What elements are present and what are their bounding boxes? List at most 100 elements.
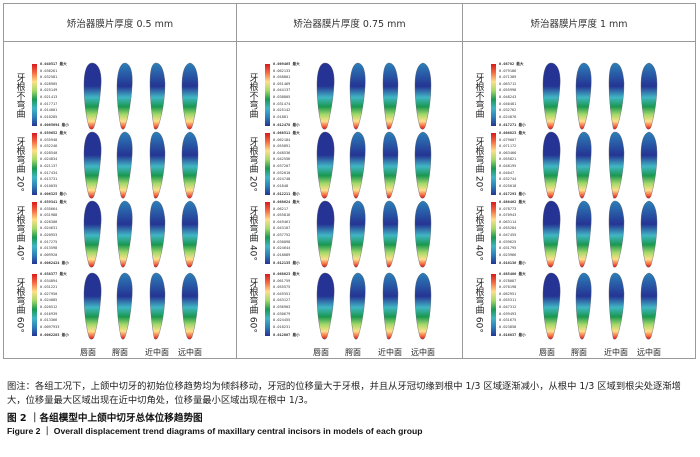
tooth-contour-map bbox=[347, 130, 369, 206]
tooth-icon bbox=[181, 200, 199, 268]
legend-value: 0.055311 bbox=[499, 298, 517, 303]
legend-value: 0.028308 bbox=[40, 219, 58, 224]
legend-value: 0.051469 bbox=[273, 81, 291, 86]
legend-value: 0.01881 bbox=[273, 114, 289, 119]
legend-colorbar bbox=[32, 202, 37, 264]
legend-value: 0.058801 bbox=[273, 75, 291, 80]
legend-value: 0.028540 bbox=[40, 150, 58, 155]
tooth-icon bbox=[382, 200, 399, 268]
column-panel: 牙根不弯曲 0.08702 最大 0.079186 0.071389 0.063712 0… bbox=[463, 42, 695, 358]
row-label: 牙根弯曲 40° bbox=[12, 199, 28, 267]
legend-min-value: 0.012135 最小 bbox=[273, 261, 300, 265]
tooth-contour-map bbox=[180, 271, 202, 347]
legend-value: 0.078087 bbox=[499, 278, 517, 283]
tooth-contour-map bbox=[573, 199, 595, 275]
tooth-icon bbox=[349, 131, 366, 199]
legend-value: 0.031795 bbox=[499, 246, 517, 251]
legend-value: 0.071389 bbox=[499, 75, 517, 80]
tooth-contour-map bbox=[380, 130, 402, 206]
row-label-text: 牙根弯曲 20° bbox=[473, 136, 484, 192]
tooth-contour-map bbox=[315, 271, 337, 347]
tooth-icon bbox=[83, 200, 102, 268]
legend-min-value: 0.017293 最小 bbox=[499, 192, 526, 196]
tooth-contour-map bbox=[606, 271, 628, 347]
tooth-icon bbox=[116, 200, 133, 268]
tooth-contour-map bbox=[413, 130, 435, 206]
row-label-text: 牙根不弯曲 bbox=[247, 72, 258, 118]
tooth-contour-map bbox=[82, 130, 104, 206]
legend-colorbar bbox=[265, 64, 270, 126]
legend-colorbar bbox=[265, 202, 270, 264]
tooth-icon bbox=[414, 200, 432, 268]
legend-value: 0.032246 bbox=[40, 144, 58, 149]
row-label-text: 牙根弯曲 40° bbox=[14, 205, 25, 261]
tooth-icon bbox=[149, 62, 166, 130]
row-label: 牙根弯曲 60° bbox=[12, 271, 28, 339]
view-label: 腭面 bbox=[112, 348, 128, 357]
color-legend: 0.085406 最大 0.078087 0.070198 0.062951 0.055… bbox=[491, 272, 535, 338]
legend-value: 0.024748 bbox=[273, 177, 291, 182]
tooth-icon bbox=[382, 272, 399, 340]
tooth-icon bbox=[414, 131, 432, 199]
legend-value: 0.071172 bbox=[499, 144, 517, 149]
legend-value: 0.062133 bbox=[273, 68, 291, 73]
tooth-contour-map bbox=[347, 271, 369, 347]
legend-max-value: 0.08702 最大 bbox=[499, 62, 524, 66]
legend-value: 0.010035 bbox=[40, 183, 58, 188]
tooth-icon bbox=[575, 200, 592, 268]
tooth-icon bbox=[316, 131, 335, 199]
legend-value: 0.063466 bbox=[499, 150, 517, 155]
legend-max-value: 0.040517 最大 bbox=[40, 62, 67, 66]
legend-value: 0.023858 bbox=[499, 324, 517, 329]
tooth-contour-map bbox=[180, 61, 202, 137]
legend-value: 0.025149 bbox=[40, 88, 58, 93]
legend-max-value: 0.069465 最大 bbox=[273, 62, 300, 66]
tooth-icon bbox=[181, 131, 199, 199]
tooth-contour-map bbox=[315, 130, 337, 206]
column-panel: 牙根不弯曲 0.069465 最大 0.062133 0.058801 0.051469… bbox=[237, 42, 463, 358]
tooth-icon bbox=[316, 272, 335, 340]
legend-min-value: 0.012007 最小 bbox=[273, 333, 300, 337]
legend-max-value: 0.068624 最大 bbox=[273, 200, 300, 204]
legend-value: 0.030679 bbox=[273, 311, 291, 316]
view-label: 近中面 bbox=[145, 348, 169, 357]
legend-max-value: 0.086823 最大 bbox=[499, 131, 526, 135]
legend-value: 0.017717 bbox=[40, 101, 58, 106]
legend-colorbar bbox=[491, 133, 496, 195]
tooth-contour-map bbox=[114, 130, 136, 206]
view-label: 近中面 bbox=[604, 348, 628, 357]
tooth-icon bbox=[542, 272, 561, 340]
legend-max-value: 0.038377 最大 bbox=[40, 272, 67, 276]
legend-value: 0.044137 bbox=[273, 88, 291, 93]
row-label: 牙根弯曲 20° bbox=[245, 130, 261, 198]
legend-value: 0.020953 bbox=[40, 232, 58, 237]
legend-colorbar bbox=[491, 202, 496, 264]
tooth-icon bbox=[382, 131, 399, 199]
row-label-text: 牙根弯曲 60° bbox=[14, 277, 25, 333]
tooth-icon bbox=[414, 62, 432, 130]
legend-min-value: 0.0065694 最小 bbox=[40, 123, 69, 127]
tooth-icon bbox=[181, 272, 199, 340]
legend-value: 0.055284 bbox=[499, 226, 517, 231]
legend-value: 0.013598 bbox=[40, 246, 58, 251]
legend-min-value: 0.006325 最小 bbox=[40, 192, 67, 196]
tooth-contour-map bbox=[541, 199, 563, 275]
row-label: 牙根弯曲 20° bbox=[12, 130, 28, 198]
tooth-icon bbox=[608, 272, 625, 340]
legend-colorbar bbox=[491, 274, 496, 336]
color-legend: 0.069465 最大 0.062133 0.058801 0.051469 0.044… bbox=[265, 62, 309, 128]
legend-value: 0.048243 bbox=[499, 94, 517, 99]
tooth-icon bbox=[640, 272, 658, 340]
tooth-icon bbox=[149, 200, 166, 268]
legend-value: 0.013731 bbox=[40, 177, 58, 182]
tooth-icon bbox=[349, 272, 366, 340]
tooth-contour-map bbox=[380, 271, 402, 347]
tooth-contour-map bbox=[147, 271, 169, 347]
figure-panel: 矫治器膜片厚度 0.5 mm 牙根不弯曲 0.040517 最大 0.036261 0.… bbox=[3, 3, 696, 359]
column-header: 矫治器膜片厚度 1 mm bbox=[463, 4, 695, 42]
legend-value: 0.055575 bbox=[273, 285, 291, 290]
legend-value: 0.031988 bbox=[40, 213, 58, 218]
legend-value: 0.014001 bbox=[40, 108, 58, 113]
legend-value: 0.028905 bbox=[40, 81, 58, 86]
tooth-contour-map bbox=[147, 199, 169, 275]
